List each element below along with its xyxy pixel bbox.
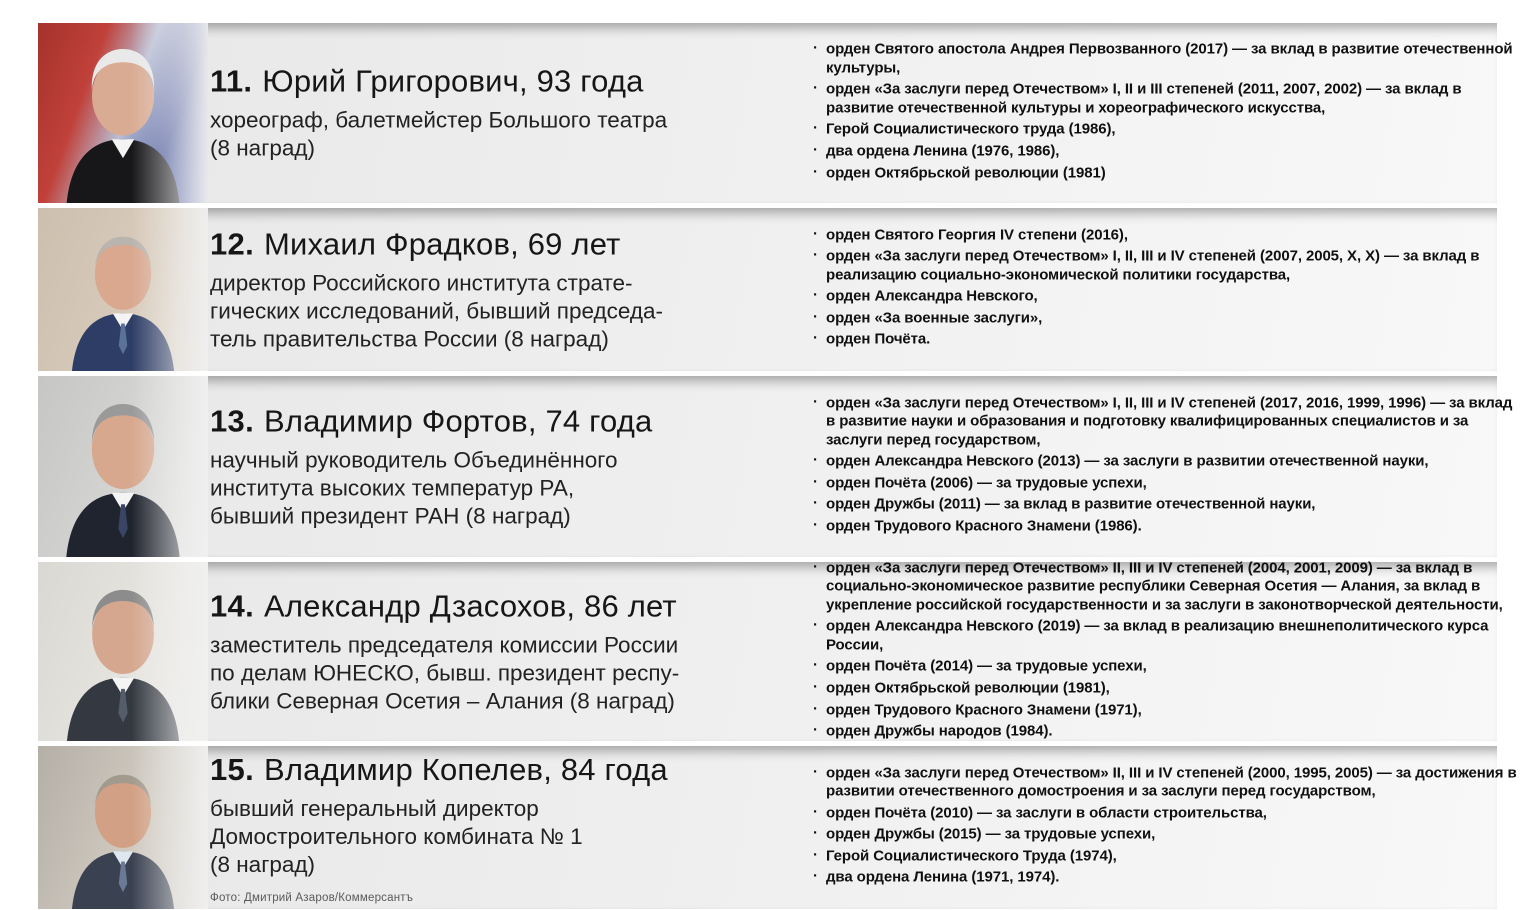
award-item: два ордена Ленина (1976, 1986), (813, 141, 1518, 161)
photo-fade-overlay (38, 746, 208, 909)
entry-name: Владимир Копелев, 84 года (264, 751, 668, 787)
entry-description: директор Российского института страте- г… (210, 269, 795, 353)
entry-row-15: 15. Владимир Копелев, 84 года бывший гене… (38, 746, 1517, 909)
entry-description-line: заместитель председателя комиссии России (210, 631, 679, 657)
entry-13-awards-list: орден «За заслуги перед Отечеством» I, I… (810, 393, 1518, 539)
photo-fade-overlay (38, 23, 208, 203)
entry-description: бывший генеральный директор Домостроител… (210, 794, 795, 878)
award-item: орден Дружбы (2015) — за трудовые успехи… (813, 825, 1518, 845)
entry-13-photo (38, 376, 208, 557)
photo-fade-overlay (38, 208, 208, 371)
award-item: орден Почёта (2006) — за трудовые успехи… (813, 473, 1518, 493)
entry-13-info: 13. Владимир Фортов, 74 года научный руко… (210, 403, 795, 530)
entry-row-14: 14. Александр Дзасохов, 86 лет заместител… (38, 558, 1503, 741)
award-item: Герой Социалистического труда (1986), (813, 120, 1518, 140)
award-item: орден Трудового Красного Знамени (1986). (813, 517, 1518, 536)
entry-description-line: научный руководитель Объединённого (210, 446, 618, 472)
entry-12-photo (38, 208, 208, 371)
award-item: орден «За заслуги перед Отечеством» II, … (813, 558, 1518, 615)
photo-fade-overlay (38, 376, 208, 557)
entry-11-info: 11. Юрий Григорович, 93 года хореограф, б… (210, 63, 795, 162)
entry-14-photo (38, 562, 208, 741)
award-item: два ордена Ленина (1971, 1974). (813, 868, 1518, 888)
award-item: орден Почёта. (813, 330, 1518, 350)
award-item: орден Александра Невского, (813, 287, 1518, 307)
entry-description-line: гических исследований, бывший председа- (210, 297, 664, 323)
entry-15-awards-list: орден «За заслуги перед Отечеством» II, … (810, 763, 1518, 891)
award-item: орден Александра Невского (2019) — за вк… (813, 617, 1518, 655)
entry-12-awards-list: орден Святого Георгия IV степени (2016),… (810, 225, 1518, 353)
award-item: орден «За заслуги перед Отечеством» I, I… (813, 247, 1518, 285)
entry-number: 11. (210, 63, 253, 99)
award-item: орден «За заслуги перед Отечеством» I, I… (813, 393, 1518, 450)
entry-name: Владимир Фортов, 74 года (264, 402, 653, 438)
entry-title: 13. Владимир Фортов, 74 года (210, 403, 795, 439)
entry-title: 12. Михаил Фрадков, 69 лет (210, 226, 795, 262)
award-item: орден Дружбы (2011) — за вклад в развити… (813, 495, 1518, 515)
entry-number: 12. (210, 225, 254, 261)
award-item: орден Октябрьской революции (1981) (813, 163, 1518, 183)
entry-description-line: директор Российского института страте- (210, 269, 633, 295)
entry-description-line: хореограф, балетмейстер Большого театра (210, 107, 668, 133)
award-item: орден Октябрьской революции (1981), (813, 678, 1518, 698)
award-item: орден Александра Невского (2013) — за за… (813, 452, 1518, 472)
award-item: орден Почёта (2014) — за трудовые успехи… (813, 657, 1518, 677)
entry-number: 14. (210, 587, 254, 623)
entry-description: научный руководитель Объединённого инсти… (210, 446, 795, 530)
entry-description-line: (8 наград) (210, 851, 316, 877)
award-item: орден Святого Георгия IV степени (2016), (813, 225, 1518, 245)
entry-row-11: 11. Юрий Григорович, 93 года хореограф, б… (38, 23, 1513, 203)
award-item: орден «За заслуги перед Отечеством» II, … (813, 763, 1518, 801)
entry-title: 14. Александр Дзасохов, 86 лет (210, 588, 795, 624)
entry-12-info: 12. Михаил Фрадков, 69 лет директор Росси… (210, 226, 795, 353)
entry-row-12: 12. Михаил Фрадков, 69 лет директор Росси… (38, 208, 1497, 371)
photo-credit: Фото: Дмитрий Азаров/Коммерсантъ (210, 891, 414, 904)
entry-description-line: блики Северная Осетия – Алания (8 наград… (210, 688, 675, 714)
entry-11-photo (38, 23, 208, 203)
entry-11-awards-list: орден Святого апостола Андрея Первозванн… (810, 39, 1518, 185)
entry-description-line: бывший генеральный директор (210, 795, 539, 821)
entry-number: 13. (210, 402, 254, 438)
award-item: орден Святого апостола Андрея Первозванн… (813, 39, 1518, 77)
entry-14-info: 14. Александр Дзасохов, 86 лет заместител… (210, 588, 795, 715)
photo-fade-overlay (38, 562, 208, 741)
award-item: Герой Социалистического Труда (1974), (813, 847, 1518, 867)
entry-15-info: 15. Владимир Копелев, 84 года бывший гене… (210, 751, 795, 903)
entry-description-line: по делам ЮНЕСКО, бывш. президент респу- (210, 659, 680, 685)
award-item: орден Почёта (2010) — за заслуги в облас… (813, 803, 1518, 823)
entry-description-line: института высоких температур РА, (210, 474, 575, 500)
entry-description: заместитель председателя комиссии России… (210, 631, 795, 715)
award-item: орден «За заслуги перед Отечеством» I, I… (813, 80, 1518, 118)
entry-description: хореограф, балетмейстер Большого театра … (210, 106, 795, 162)
entry-title: 15. Владимир Копелев, 84 года (210, 751, 795, 787)
entry-description-line: тель правительства России (8 наград) (210, 326, 609, 352)
entry-title: 11. Юрий Григорович, 93 года (210, 63, 795, 99)
entry-number: 15. (210, 751, 254, 787)
entry-description-line: Домостроительного комбината № 1 (210, 823, 583, 849)
award-item: орден Трудового Красного Знамени (1971), (813, 700, 1518, 720)
award-item: орден Дружбы народов (1984). (813, 722, 1518, 742)
entry-row-13: 13. Владимир Фортов, 74 года научный руко… (38, 376, 1512, 557)
entry-14-awards-list: орден «За заслуги перед Отечеством» II, … (810, 558, 1518, 744)
entry-description-line: (8 наград) (210, 135, 316, 161)
award-item: орден «За военные заслуги», (813, 309, 1518, 329)
entry-description-line: бывший президент РАН (8 наград) (210, 503, 571, 529)
entry-name: Юрий Григорович, 93 года (262, 63, 644, 99)
entry-name: Александр Дзасохов, 86 лет (264, 587, 677, 623)
entry-15-photo (38, 746, 208, 909)
entry-name: Михаил Фрадков, 69 лет (264, 225, 621, 261)
